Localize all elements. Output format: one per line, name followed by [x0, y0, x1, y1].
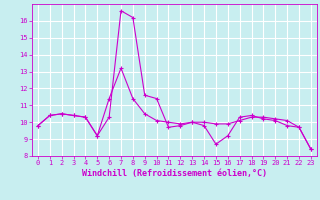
X-axis label: Windchill (Refroidissement éolien,°C): Windchill (Refroidissement éolien,°C)	[82, 169, 267, 178]
